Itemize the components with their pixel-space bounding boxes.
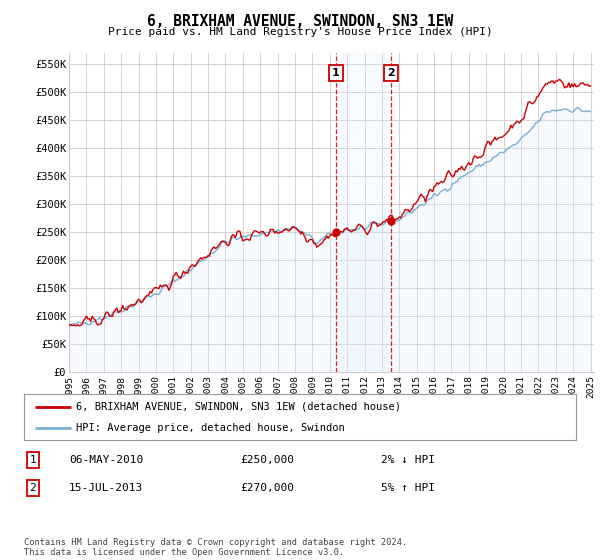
Text: 06-MAY-2010: 06-MAY-2010 (69, 455, 143, 465)
Text: Contains HM Land Registry data © Crown copyright and database right 2024.
This d: Contains HM Land Registry data © Crown c… (24, 538, 407, 557)
Text: 2% ↓ HPI: 2% ↓ HPI (381, 455, 435, 465)
Text: 1: 1 (29, 455, 37, 465)
Text: 1: 1 (332, 68, 340, 78)
Text: 2: 2 (29, 483, 37, 493)
Bar (336, 53, 391, 372)
Text: 6, BRIXHAM AVENUE, SWINDON, SN3 1EW: 6, BRIXHAM AVENUE, SWINDON, SN3 1EW (147, 14, 453, 29)
Text: 2: 2 (388, 68, 395, 78)
Text: £250,000: £250,000 (240, 455, 294, 465)
Text: HPI: Average price, detached house, Swindon: HPI: Average price, detached house, Swin… (76, 423, 345, 433)
Text: £270,000: £270,000 (240, 483, 294, 493)
Text: Price paid vs. HM Land Registry's House Price Index (HPI): Price paid vs. HM Land Registry's House … (107, 27, 493, 38)
Text: 15-JUL-2013: 15-JUL-2013 (69, 483, 143, 493)
Text: 5% ↑ HPI: 5% ↑ HPI (381, 483, 435, 493)
Text: 6, BRIXHAM AVENUE, SWINDON, SN3 1EW (detached house): 6, BRIXHAM AVENUE, SWINDON, SN3 1EW (det… (76, 402, 401, 412)
